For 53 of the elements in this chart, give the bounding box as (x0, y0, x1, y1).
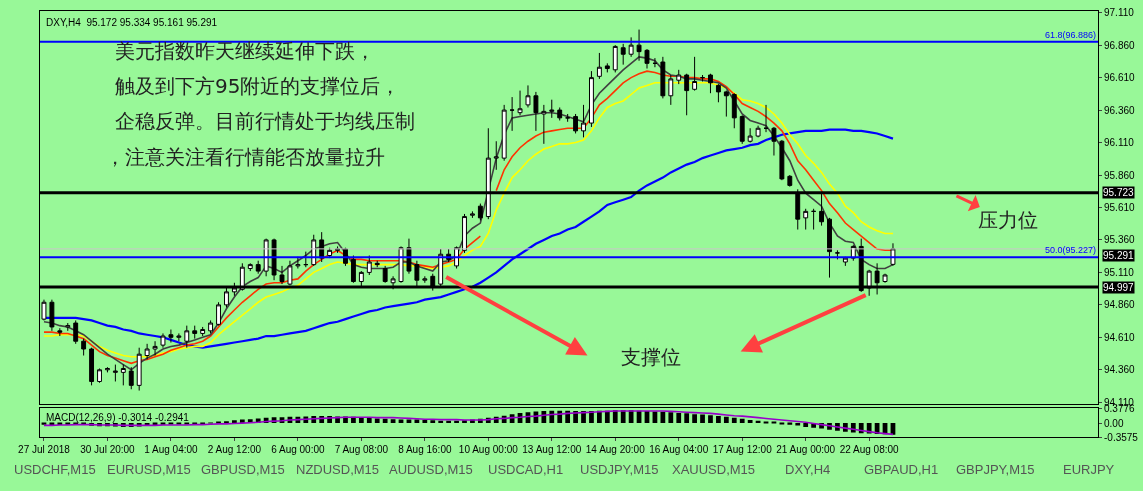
text: DXY,H4 95.172 95.334 95.161 95.291 (46, 17, 218, 28)
text: 压力位 (978, 208, 1038, 232)
annotation: 美元指数昨天继续延伸下跌， (115, 39, 375, 63)
y-tick-label: 95.110 (1104, 266, 1135, 278)
text: DXY,H4 (785, 462, 831, 477)
chart-title: MACD(12,26,9) -0.3014 -0.2941 (46, 412, 190, 423)
y-tick-label: 94.360 (1104, 364, 1136, 376)
x-tick-label: 16 Aug 04:00 (649, 444, 709, 455)
y-tick-label: 95.610 (1104, 201, 1136, 213)
y-tick-label: 95.860 (1104, 169, 1136, 181)
text: USDCHF,M15 (14, 462, 96, 477)
x-tick-label: 2 Aug 12:00 (207, 444, 262, 455)
ref-line-label: 94.997 (1103, 282, 1135, 293)
annotation: 企稳反弹。目前行情处于均线压制 (115, 109, 415, 133)
text: EURUSD,M15 (107, 462, 191, 477)
x-tick-label: 8 Aug 16:00 (398, 444, 452, 455)
ref-line-label: 95.723 (1103, 187, 1135, 198)
y-tick-label: -0.3575 (1104, 431, 1139, 443)
x-tick-label: 10 Aug 00:00 (458, 444, 519, 455)
ref-line-label: 50.0(95.227) (1045, 245, 1097, 255)
y-tick-label: 96.360 (1104, 104, 1136, 116)
annotation: 支撑位 (621, 345, 681, 369)
x-tick-label: 22 Aug 08:00 (839, 444, 900, 455)
y-tick-label: 97.110 (1104, 7, 1135, 19)
text: USDJPY,M15 (580, 462, 659, 477)
y-tick-label: 94.860 (1104, 299, 1136, 311)
ref-line-label: 95.291 (1103, 250, 1135, 261)
text: XAUUSD,M15 (672, 462, 756, 477)
text: NZDUSD,M15 (296, 462, 380, 477)
text: GBPAUD,H1 (864, 462, 939, 477)
annotation: 触及到下方95附近的支撑位后， (115, 74, 401, 98)
y-tick-label: 96.860 (1104, 39, 1136, 51)
y-tick-label: 94.610 (1104, 331, 1136, 343)
x-tick-label: 13 Aug 12:00 (522, 444, 582, 455)
x-tick-label: 7 Aug 08:00 (334, 444, 389, 455)
text: EURJPY (1063, 462, 1115, 477)
y-tick-label: 96.110 (1104, 137, 1135, 149)
ref-line-label: 61.8(96.886) (1045, 30, 1097, 40)
text: GBPJPY,M15 (956, 462, 1035, 477)
text: AUDUSD,M15 (389, 462, 473, 477)
x-tick-label: 27 Jul 2018 (18, 444, 71, 455)
y-tick-label: 96.610 (1104, 72, 1136, 84)
x-tick-label: 14 Aug 20:00 (585, 444, 646, 455)
x-tick-label: 6 Aug 00:00 (271, 444, 325, 455)
x-tick-label: 17 Aug 12:00 (712, 444, 773, 455)
x-tick-label: 21 Aug 00:00 (776, 444, 836, 455)
text: GBPUSD,M15 (201, 462, 285, 477)
x-tick-label: 30 Jul 20:00 (80, 444, 136, 455)
y-tick-label: 95.360 (1104, 234, 1136, 246)
annotation: ，注意关注看行情能否放量拉升 (105, 145, 385, 169)
y-tick-label: 0.00 (1104, 417, 1124, 429)
text: USDCAD,H1 (488, 462, 564, 477)
x-tick-label: 1 Aug 04:00 (144, 444, 199, 455)
